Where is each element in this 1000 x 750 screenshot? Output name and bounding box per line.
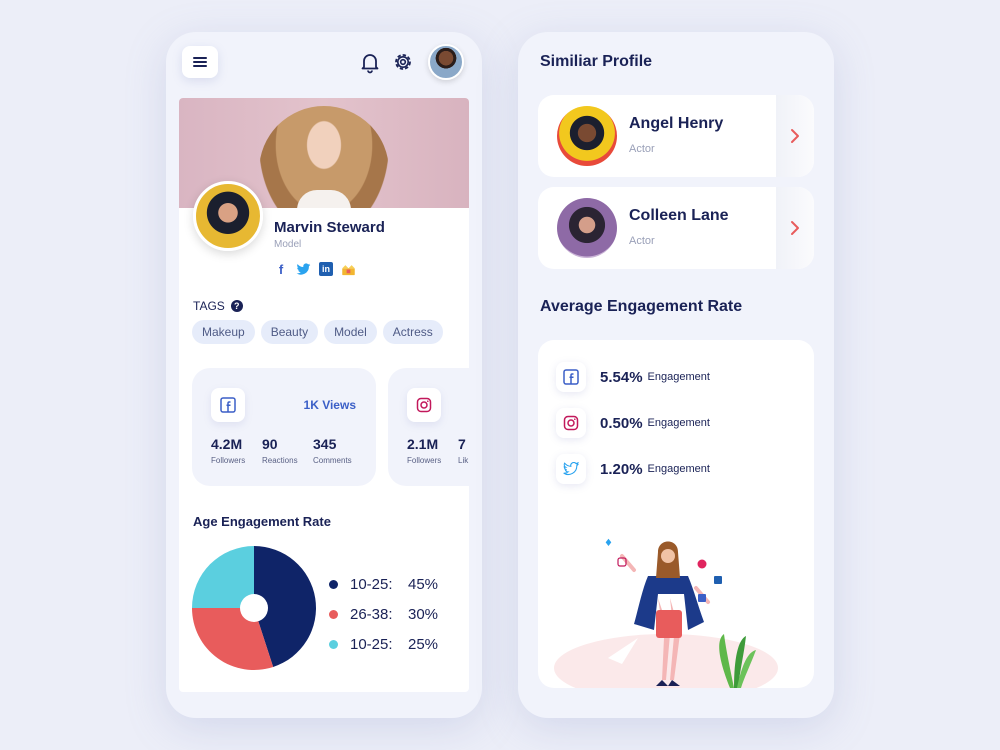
stat-followers: 2.1M Followers bbox=[407, 436, 442, 465]
legend-item: 10-25: 25% bbox=[329, 629, 438, 659]
pie-legend: 10-25: 45% 26-38: 30% 10-25: 25% bbox=[329, 569, 438, 659]
social-links: f in bbox=[274, 261, 356, 277]
bell-icon[interactable] bbox=[358, 50, 382, 74]
legend-item: 10-25: 45% bbox=[329, 569, 438, 599]
profile-card: Marvin Steward Model f in TAGS ? Makeup … bbox=[179, 98, 469, 692]
similar-profile-name: Colleen Lane bbox=[629, 207, 729, 224]
tags-heading: TAGS ? bbox=[193, 299, 243, 313]
tag-chip[interactable]: Makeup bbox=[192, 320, 255, 344]
pie-slice bbox=[192, 608, 274, 670]
open-profile-button[interactable] bbox=[776, 95, 814, 177]
instagram-icon bbox=[407, 388, 441, 422]
similar-profile-card[interactable]: Colleen Lane Actor bbox=[538, 187, 814, 269]
pie-slice bbox=[192, 546, 254, 608]
similar-profile-role: Actor bbox=[629, 235, 655, 247]
similar-profile-card[interactable]: Angel Henry Actor bbox=[538, 95, 814, 177]
stat-followers: 4.2M Followers bbox=[211, 436, 246, 465]
legend-dot bbox=[329, 609, 338, 619]
pie-center-hole bbox=[240, 594, 268, 622]
similar-profile-role: Actor bbox=[629, 143, 655, 155]
engagement-row: 0.50% Engagement bbox=[556, 408, 710, 438]
tag-chip[interactable]: Model bbox=[324, 320, 377, 344]
profile-avatar bbox=[193, 181, 263, 251]
profile-role: Model bbox=[274, 239, 302, 250]
tag-chip[interactable]: Beauty bbox=[260, 320, 319, 344]
avg-engagement-title: Average Engagement Rate bbox=[540, 298, 743, 315]
influencer-illustration: ♦ bbox=[554, 538, 778, 688]
help-icon[interactable]: ? bbox=[230, 300, 243, 312]
similar-profile-title: Similiar Profile bbox=[540, 53, 653, 70]
profile-screen: Marvin Steward Model f in TAGS ? Makeup … bbox=[166, 32, 482, 718]
linkedin-icon[interactable]: in bbox=[319, 262, 333, 276]
crown-icon[interactable] bbox=[341, 263, 356, 276]
engagement-row: 5.54% Engagement bbox=[556, 362, 710, 392]
menu-button[interactable] bbox=[182, 46, 218, 78]
chevron-right-icon bbox=[791, 129, 799, 143]
facebook-icon[interactable]: f bbox=[278, 261, 284, 277]
chevron-right-icon bbox=[791, 221, 799, 235]
stat-likes: 7 Lik bbox=[458, 436, 469, 465]
legend-dot bbox=[329, 639, 338, 649]
avatar bbox=[557, 106, 617, 166]
open-profile-button[interactable] bbox=[776, 187, 814, 269]
hamburger-icon bbox=[193, 57, 207, 67]
stat-reactions: 90 Reactions bbox=[262, 436, 298, 465]
tag-list: Makeup Beauty Model Actress bbox=[192, 320, 443, 344]
profile-name: Marvin Steward bbox=[274, 219, 385, 236]
age-pie-chart bbox=[192, 546, 316, 670]
pie-slice bbox=[254, 546, 316, 667]
instagram-icon bbox=[556, 408, 586, 438]
facebook-stats-card[interactable]: 1K Views 4.2M Followers 90 Reactions 345… bbox=[192, 368, 376, 486]
stat-comments: 345 Comments bbox=[313, 436, 352, 465]
legend-dot bbox=[329, 579, 338, 589]
user-avatar[interactable] bbox=[428, 44, 464, 80]
legend-item: 26-38: 30% bbox=[329, 599, 438, 629]
twitter-icon[interactable] bbox=[296, 262, 311, 276]
engagement-row: 1.20% Engagement bbox=[556, 454, 710, 484]
gear-icon[interactable] bbox=[391, 50, 415, 74]
facebook-icon bbox=[556, 362, 586, 392]
tag-chip[interactable]: Actress bbox=[382, 320, 443, 344]
instagram-stats-card[interactable]: 2.1M Followers 7 Lik bbox=[388, 368, 469, 486]
similar-profile-name: Angel Henry bbox=[629, 115, 724, 132]
age-engagement-title: Age Engagement Rate bbox=[193, 514, 331, 529]
svg-text:♦: ♦ bbox=[604, 538, 613, 549]
facebook-icon bbox=[211, 388, 245, 422]
views-count: 1K Views bbox=[303, 398, 356, 412]
engagement-card: 5.54% Engagement 0.50% Engagement 1.20% … bbox=[538, 340, 814, 688]
avatar bbox=[557, 198, 617, 258]
engagement-screen: Similiar Profile Angel Henry Actor Colle… bbox=[518, 32, 834, 718]
twitter-icon bbox=[556, 454, 586, 484]
